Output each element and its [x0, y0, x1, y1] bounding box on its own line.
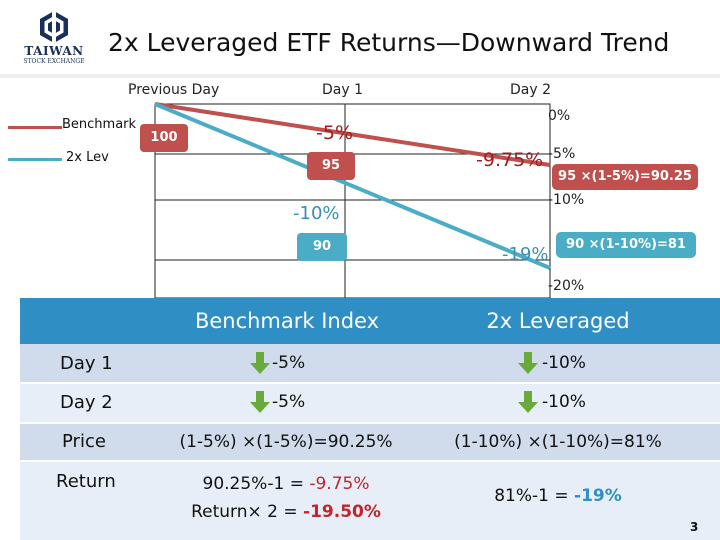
return-benchmark-value: -9.75%	[309, 474, 370, 494]
title-divider	[0, 74, 720, 78]
taiwan-stock-exchange-logo	[40, 11, 68, 43]
day2-leveraged-change: -10%	[542, 392, 586, 412]
benchmark-day2-calc: 95 ×(1-5%)=90.25	[552, 164, 698, 190]
row-label-return: Return	[56, 471, 116, 492]
price-benchmark-formula: (1-5%) ×(1-5%)=90.25%	[179, 432, 393, 452]
day-label-previous: Previous Day	[128, 82, 220, 98]
logo-subtitle: STOCK EXCHANGE	[23, 58, 85, 65]
day-label-day2: Day 2	[510, 82, 552, 98]
return-times-two-formula: Return× 2 =	[191, 502, 304, 522]
day1-benchmark-change: -5%	[272, 353, 306, 373]
start-value-box: 100	[140, 124, 188, 152]
return-times-two-value: -19.50%	[303, 502, 381, 522]
slide-title: 2x Leveraged ETF Returns—Downward Trend	[108, 28, 670, 57]
leveraged-day1-value: 90	[297, 233, 347, 261]
leveraged-day1-change: -10%	[293, 203, 340, 224]
grid-box-8	[344, 259, 551, 299]
leveraged-day2-cumulative: -19%	[502, 244, 549, 265]
leveraged-day2-calc: 90 ×(1-10%)=81	[556, 232, 696, 258]
day-label-day1: Day 1	[322, 82, 364, 98]
legend-swatch-benchmark	[8, 126, 62, 129]
page-number: 3	[690, 520, 699, 534]
table-row	[20, 344, 720, 382]
row-label-day2: Day 2	[60, 392, 113, 413]
benchmark-day2-cumulative: -9.75%	[476, 149, 544, 171]
return-leveraged-value: -19%	[574, 486, 622, 506]
down-arrow-icon	[250, 391, 270, 413]
benchmark-day1-value: 95	[307, 152, 355, 180]
legend-swatch-leveraged	[8, 158, 62, 161]
grid-box-4	[154, 259, 346, 299]
leveraged-series-line	[154, 102, 551, 270]
day2-tick-minus10: -10%	[548, 192, 585, 208]
benchmark-series-line	[154, 102, 551, 167]
return-benchmark-formula: 90.25%-1 =	[202, 474, 310, 494]
price-leveraged-formula: (1-10%) ×(1-10%)=81%	[454, 432, 662, 452]
table-header-leveraged: 2x Leveraged	[422, 298, 694, 344]
table-row	[20, 462, 720, 540]
down-arrow-icon	[250, 352, 270, 374]
down-arrow-icon	[518, 391, 538, 413]
return-leveraged-formula: 81%-1 =	[494, 486, 575, 506]
return-benchmark-line1: 90.25%-1 = -9.75%	[150, 474, 422, 494]
day2-tick-minus20: -20%	[548, 278, 585, 294]
row-label-price: Price	[62, 431, 106, 452]
return-leveraged: 81%-1 = -19%	[422, 486, 694, 506]
day2-tick-minus5: -5%	[548, 146, 576, 162]
benchmark-day1-change: -5%	[316, 122, 353, 144]
legend-label-leveraged: 2x Lev	[66, 150, 109, 165]
down-arrow-icon	[518, 352, 538, 374]
day2-benchmark-change: -5%	[272, 392, 306, 412]
logo-name: TAIWAN	[24, 44, 84, 58]
row-label-day1: Day 1	[60, 353, 113, 374]
table-row	[20, 424, 720, 460]
day1-leveraged-change: -10%	[542, 353, 586, 373]
table-header-benchmark: Benchmark Index	[152, 298, 422, 344]
return-benchmark-line2: Return× 2 = -19.50%	[150, 502, 422, 522]
grid-box-5	[344, 103, 551, 155]
day2-tick-0: 0%	[548, 108, 571, 124]
legend-label-benchmark: Benchmark	[62, 117, 137, 132]
table-row	[20, 384, 720, 422]
